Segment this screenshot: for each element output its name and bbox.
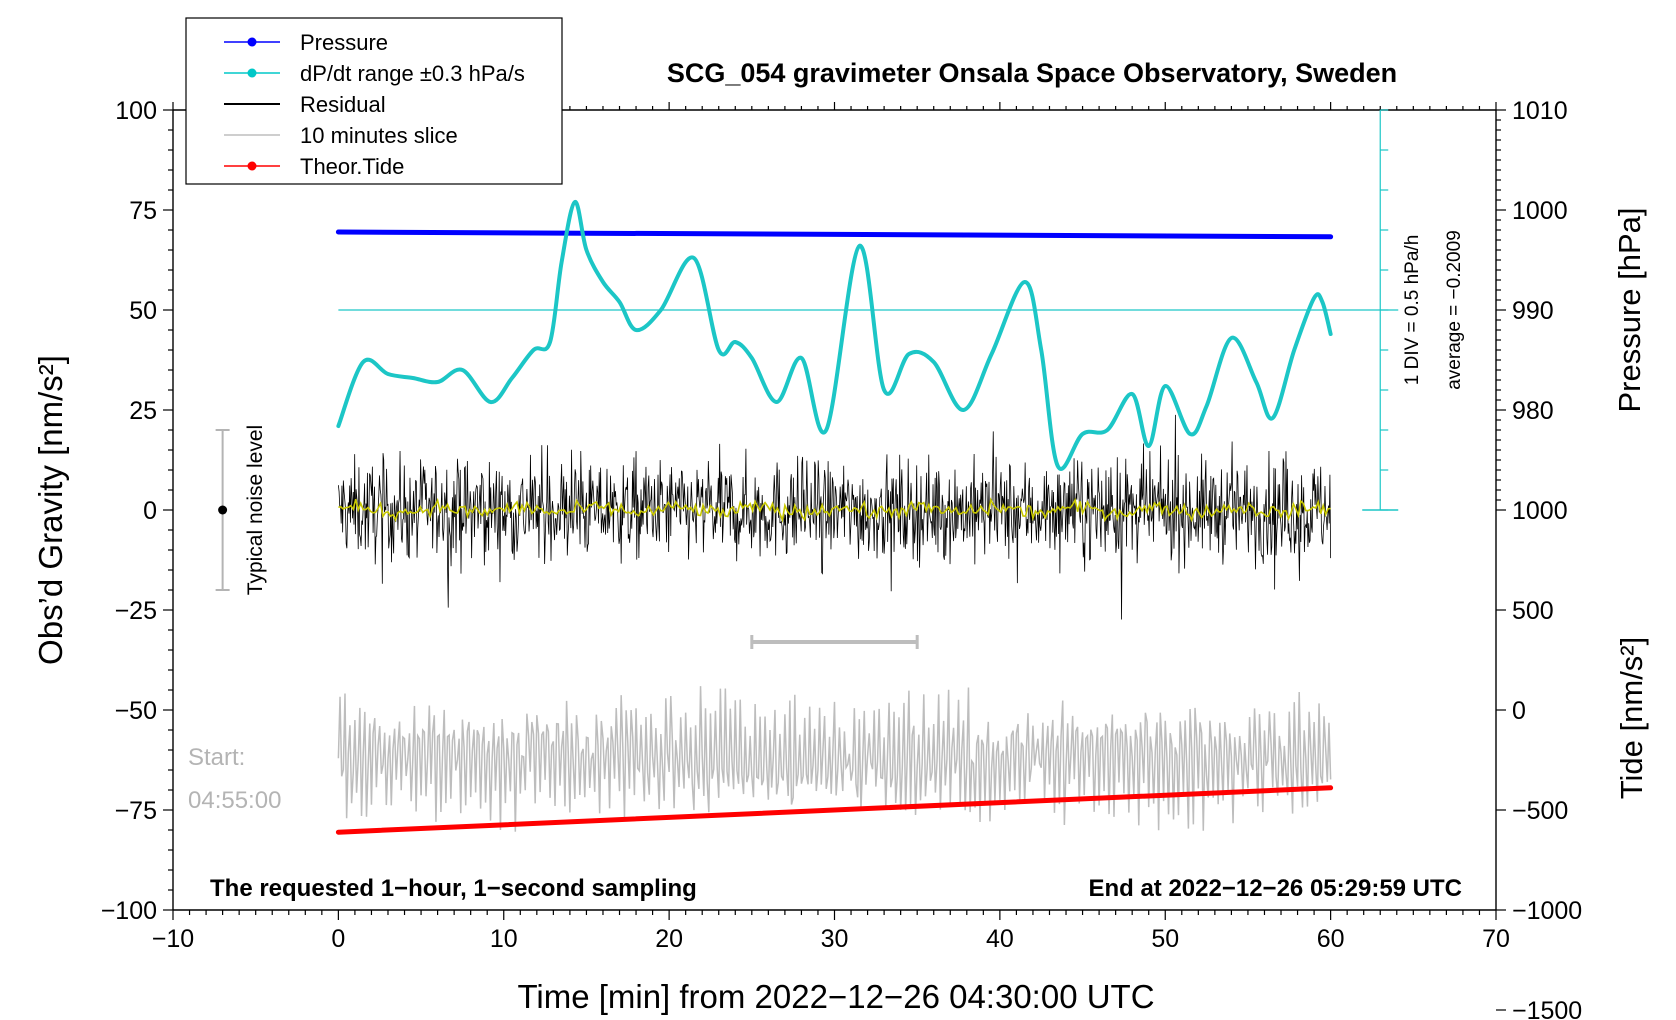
x-tick-label: 20	[655, 925, 683, 953]
chart-title: SCG_054 gravimeter Onsala Space Observat…	[667, 58, 1397, 88]
dpdt-series	[336, 199, 1333, 471]
noise-level-label: Typical noise level	[244, 425, 267, 595]
x-axis-label: Time [min] from 2022−12−26 04:30:00 UTC	[517, 978, 1154, 1015]
legend: Pressure dP/dt range ±0.3 hPa/s Residual 10…	[185, 17, 563, 185]
y-tick-label: 0	[143, 497, 157, 525]
x-tick-label: 30	[821, 925, 849, 953]
x-tick-label: 50	[1151, 925, 1179, 953]
legend-marker	[247, 68, 257, 78]
div-scale-label: 1 DIV = 0.5 hPa/h	[1402, 235, 1423, 386]
tick-marks	[163, 102, 1506, 1011]
x-tick-label: −10	[152, 925, 194, 953]
start-time: 04:55:00	[188, 787, 281, 814]
tide-series	[335, 785, 1334, 835]
legend-marker	[247, 161, 257, 171]
y-tick-label: 100	[115, 97, 157, 125]
x-tick-label: 10	[490, 925, 518, 953]
y-tick-label: 75	[129, 197, 157, 225]
pressure-tick-label: 990	[1512, 297, 1554, 325]
y-axis-label-gravity: Obs’d Gravity [nm/s²]	[32, 355, 69, 665]
data-series	[215, 109, 1399, 835]
residual-series	[337, 414, 1332, 620]
x-tick-label: 0	[331, 925, 345, 953]
pressure-tick-label: 1010	[1512, 97, 1568, 125]
legend-marker	[247, 37, 257, 47]
tick-labels: −10 0 10 20 30 40 50 60 70−100−75−50−25025507510…	[101, 97, 1583, 1020]
pressure-tick-label: 1000	[1512, 197, 1568, 225]
y-tick-label: 50	[129, 297, 157, 325]
y-tick-label: −50	[115, 697, 157, 725]
tide-tick-label: −1500	[1512, 997, 1582, 1020]
footer-end-time: End at 2022−12−26 05:29:59 UTC	[1088, 875, 1462, 902]
x-tick-label: 60	[1317, 925, 1345, 953]
tide-tick-label: 1000	[1512, 497, 1568, 525]
average-label: average = −0.2009	[1444, 230, 1465, 390]
residual-mean-series	[338, 497, 1331, 524]
y-tick-label: 25	[129, 397, 157, 425]
pressure-tick-label: 980	[1512, 397, 1554, 425]
pressure-series	[335, 229, 1334, 240]
y-axis-label-pressure: Pressure [hPa]	[1612, 207, 1647, 412]
slice-series	[337, 686, 1332, 832]
legend-label: 10 minutes slice	[300, 123, 458, 148]
y-axis-label-tide: Tide [nm/s²]	[1614, 637, 1649, 800]
x-tick-label: 40	[986, 925, 1014, 953]
x-tick-label: 70	[1482, 925, 1510, 953]
tide-tick-label: −500	[1512, 797, 1568, 825]
noise-level-dot	[218, 505, 228, 515]
legend-label: dP/dt range ±0.3 hPa/s	[300, 61, 525, 86]
y-tick-label: −75	[115, 797, 157, 825]
legend-box	[185, 17, 563, 185]
legend-label: Theor.Tide	[300, 154, 404, 179]
tide-tick-label: 500	[1512, 597, 1554, 625]
footer-sampling-note: The requested 1−hour, 1−second sampling	[210, 875, 697, 902]
y-tick-label: −25	[115, 597, 157, 625]
tide-tick-label: −1000	[1512, 897, 1582, 925]
legend-label: Residual	[300, 92, 386, 117]
tide-tick-label: 0	[1512, 697, 1526, 725]
start-label: Start:	[188, 744, 245, 771]
legend-label: Pressure	[300, 30, 388, 55]
y-tick-label: −100	[101, 897, 157, 925]
